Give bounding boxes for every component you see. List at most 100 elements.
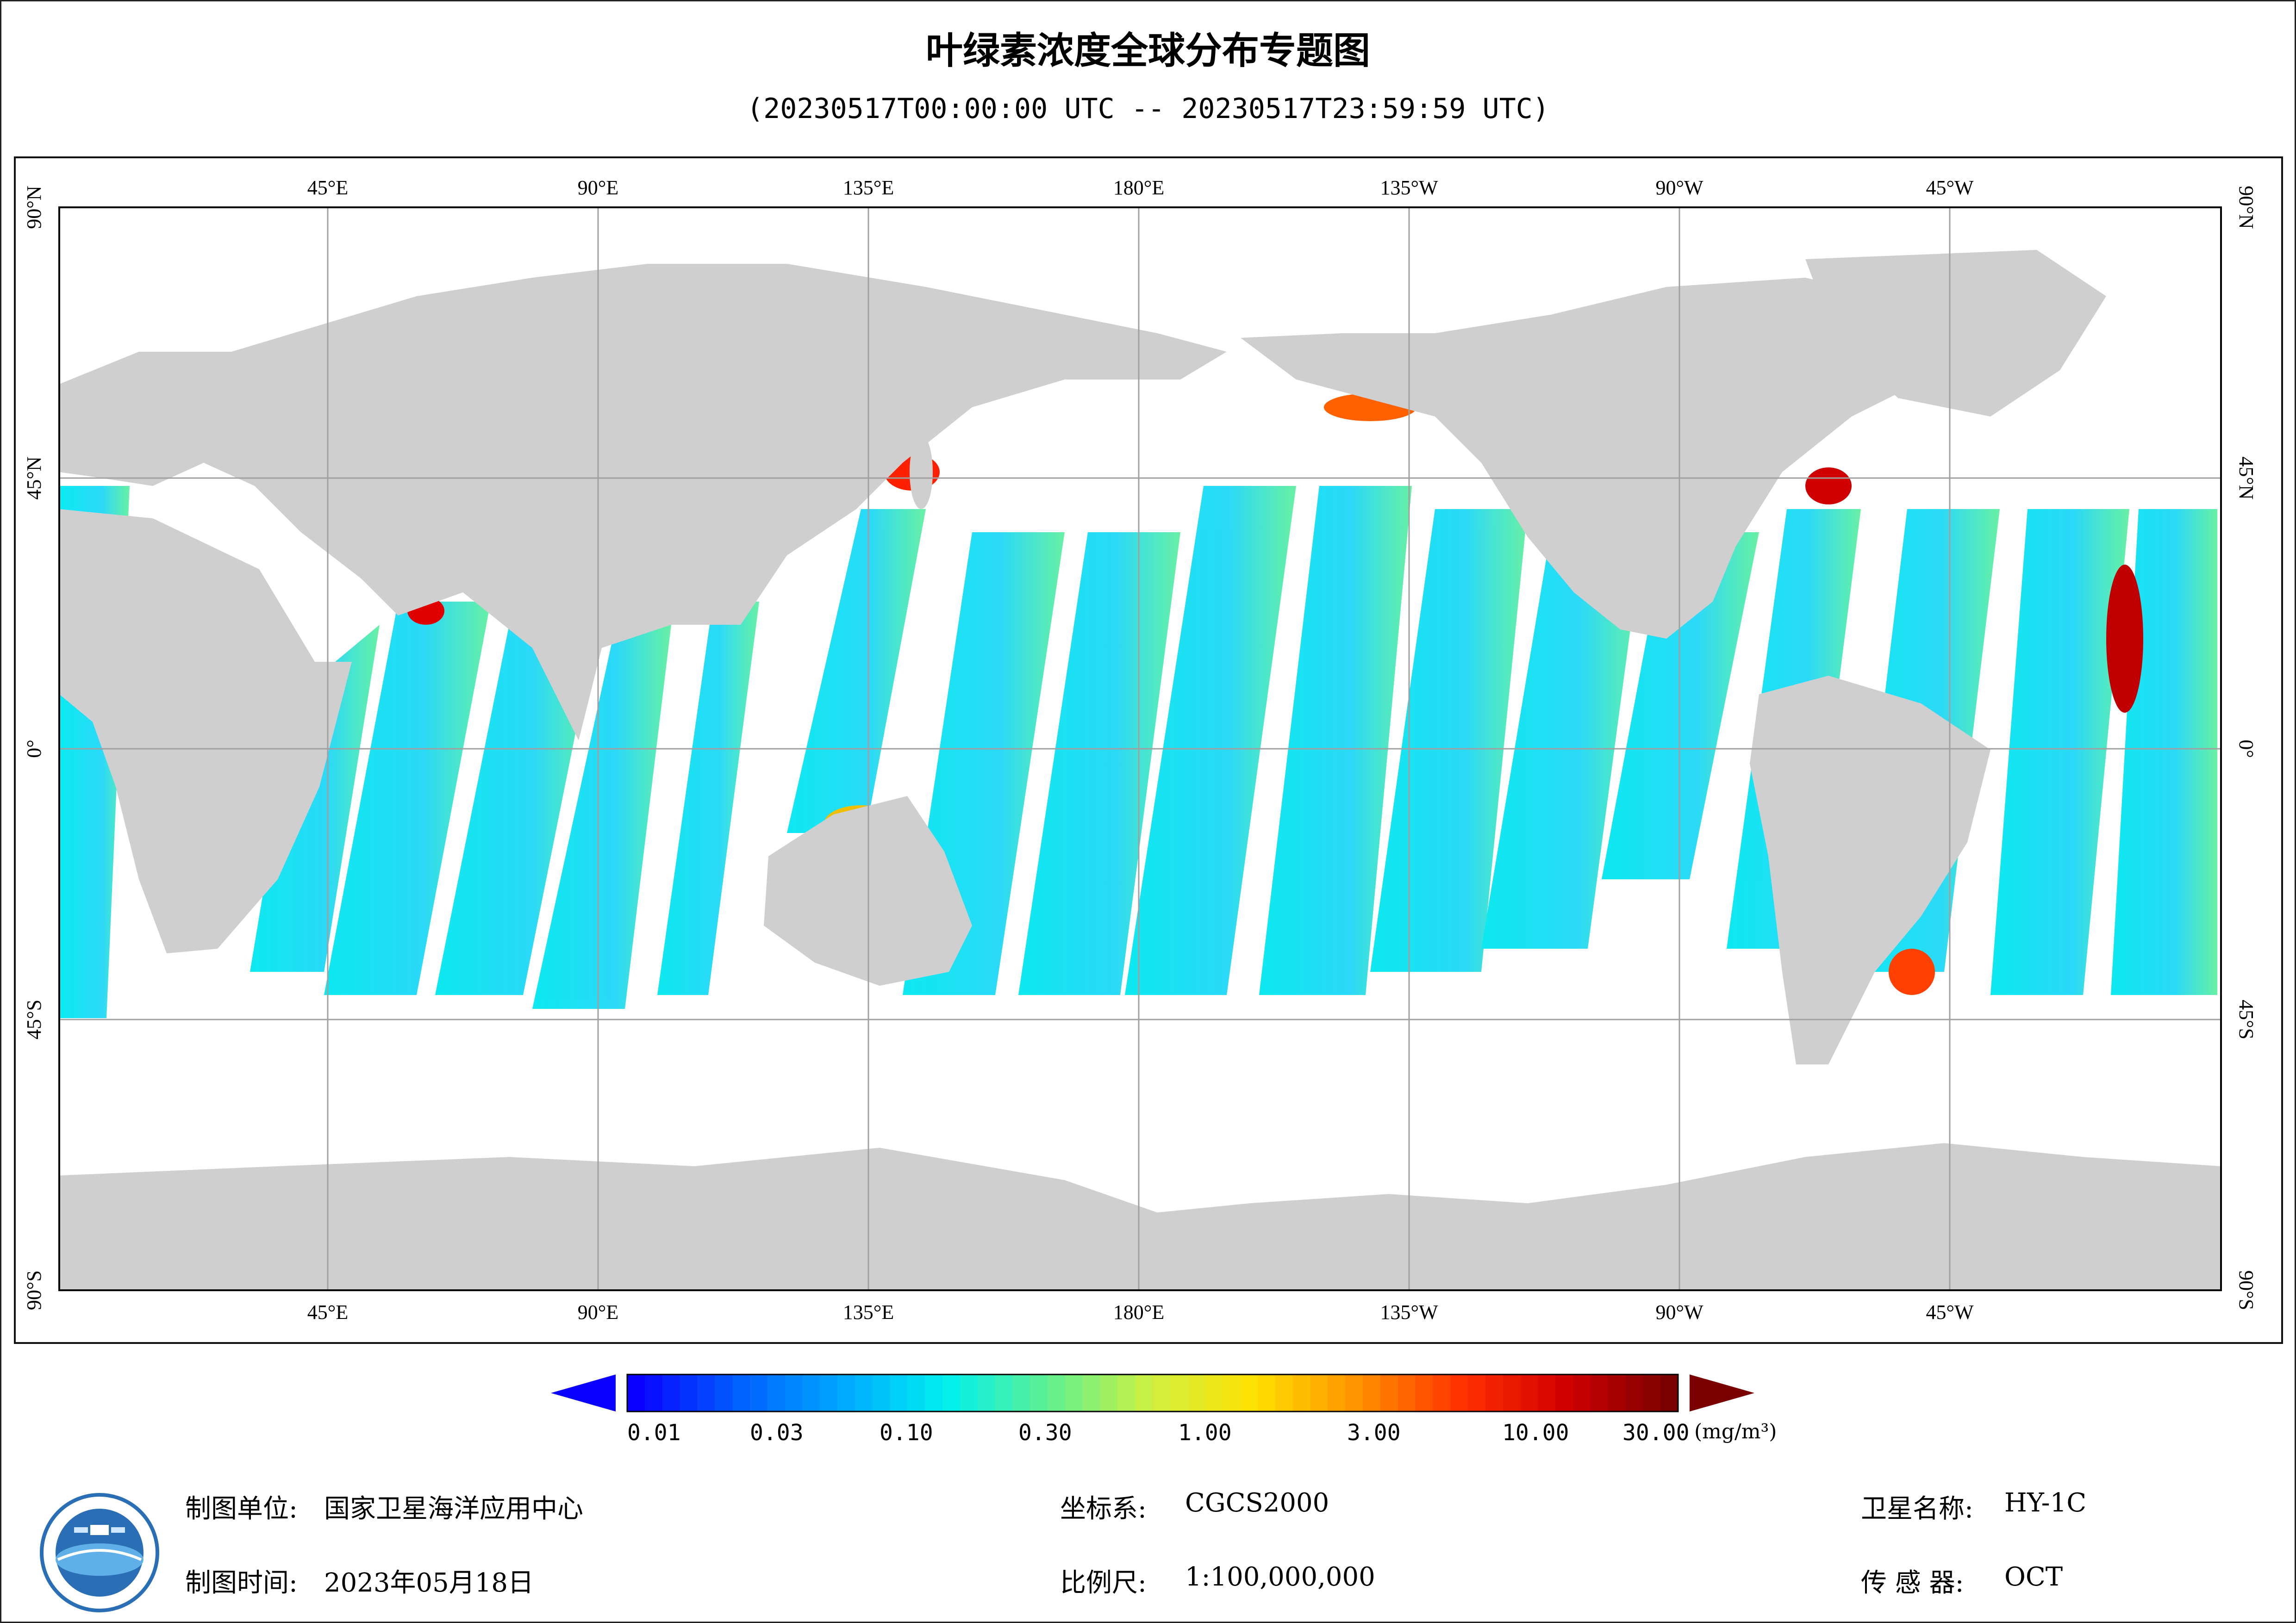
colorbar-cell xyxy=(837,1374,855,1412)
colorbar-cell xyxy=(907,1374,926,1412)
africa-land xyxy=(59,509,352,953)
colorbar-outline xyxy=(626,1374,1679,1412)
colorbar-cell xyxy=(715,1374,733,1412)
colorbar-cell xyxy=(1258,1374,1276,1412)
colorbar-cell xyxy=(785,1374,803,1412)
lon-tick-top: 90°W xyxy=(1655,176,1703,199)
lon-tick-bottom: 45°W xyxy=(1926,1301,1974,1324)
colorbar-cell xyxy=(1503,1374,1521,1412)
colorbar-cell xyxy=(1223,1374,1241,1412)
greenland-land xyxy=(1805,250,2106,417)
lat-tick-right: 45°N xyxy=(2235,456,2258,499)
colorbar-cell xyxy=(942,1374,961,1412)
colorbar-cell xyxy=(1643,1374,1661,1412)
lat-tick-left: 45°S xyxy=(23,1000,45,1039)
colorbar-cell xyxy=(1012,1374,1031,1412)
producer-value: 国家卫星海洋应用中心 xyxy=(324,1494,583,1524)
colorbar-cell xyxy=(1240,1374,1258,1412)
colorbar-cell xyxy=(1082,1374,1101,1412)
production-time-label: 制图时间: xyxy=(185,1568,298,1598)
lon-tick-bottom: 45°E xyxy=(307,1301,348,1324)
antarctica-land xyxy=(59,1143,2221,1290)
colorbar-label: 0.01 xyxy=(627,1420,681,1446)
map-frame xyxy=(14,156,2283,1344)
colorbar-cell xyxy=(820,1374,838,1412)
colorbar-cell xyxy=(1275,1374,1293,1412)
colorbar-cell xyxy=(1555,1374,1573,1412)
lat-tick-right: 45°S xyxy=(2235,1000,2258,1039)
colorbar-cell xyxy=(1328,1374,1346,1412)
colorbar-cell xyxy=(1117,1374,1136,1412)
colorbar-cell xyxy=(1187,1374,1206,1412)
colorbar-label: 0.10 xyxy=(880,1420,933,1446)
sensor-value: OCT xyxy=(2004,1562,2063,1592)
lat-tick-left: 45°N xyxy=(23,456,45,499)
lon-tick-top: 180°E xyxy=(1113,176,1164,199)
sensor-label: 传 感 器: xyxy=(1861,1568,1964,1598)
colorbar-cell xyxy=(767,1374,786,1412)
colorbar-cell xyxy=(1310,1374,1329,1412)
nsoas-logo-icon xyxy=(40,1493,159,1612)
colorbar-cell xyxy=(1520,1374,1539,1412)
colorbar-low-arrow xyxy=(551,1374,616,1412)
lon-tick-top: 135°W xyxy=(1380,176,1438,199)
colorbar-cell xyxy=(644,1374,663,1412)
colorbar-label: 1.00 xyxy=(1178,1420,1232,1446)
producer-label: 制图单位: xyxy=(185,1494,298,1524)
map-data-border xyxy=(58,206,2222,1291)
colorbar-cell xyxy=(995,1374,1013,1412)
colorbar-cell xyxy=(1590,1374,1609,1412)
colorbar-cell xyxy=(1468,1374,1486,1412)
colorbar-label: 10.00 xyxy=(1502,1420,1569,1446)
colorbar-label: 0.03 xyxy=(750,1420,804,1446)
north-america-land xyxy=(1241,278,1944,639)
colorbar-cell xyxy=(1048,1374,1066,1412)
colorbar-cell xyxy=(1625,1374,1644,1412)
colorbar-cell xyxy=(1398,1374,1416,1412)
colorbar-cell xyxy=(1030,1374,1048,1412)
lat-tick-left: 0° xyxy=(23,740,45,758)
colorbar-cell xyxy=(890,1374,908,1412)
colorbar-cell xyxy=(872,1374,891,1412)
colorbar-cell xyxy=(1345,1374,1363,1412)
colorbar-cell xyxy=(1153,1374,1171,1412)
scale-value: 1:100,000,000 xyxy=(1185,1562,1375,1592)
colorbar-cell xyxy=(1608,1374,1626,1412)
colorbar-cell xyxy=(680,1374,698,1412)
colorbar-cell xyxy=(732,1374,750,1412)
left-lat-labels: 90°N 45°N 0° 45°S 90°S xyxy=(23,186,45,1310)
lat-tick-right: 90°N xyxy=(2235,186,2258,229)
satellite-value: HY-1C xyxy=(2004,1488,2087,1518)
colorbar-cell xyxy=(627,1374,645,1412)
colorbar-cells xyxy=(627,1374,1678,1412)
colorbar-cell xyxy=(1292,1374,1311,1412)
colorbar-cell xyxy=(925,1374,943,1412)
lon-tick-bottom: 180°E xyxy=(1113,1301,1164,1324)
land-masses xyxy=(59,250,2221,1290)
colorbar-cell xyxy=(1205,1374,1223,1412)
lon-tick-bottom: 90°E xyxy=(578,1301,618,1324)
colorbar-cell xyxy=(749,1374,768,1412)
bottom-lon-labels: 45°E 90°E 135°E 180°E 135°W 90°W 45°W xyxy=(307,1301,1974,1324)
scale-label: 比例尺: xyxy=(1060,1568,1147,1598)
colorbar-cell xyxy=(1170,1374,1188,1412)
colorbar-cell xyxy=(1380,1374,1398,1412)
colorbar-label: 30.00 xyxy=(1622,1420,1690,1446)
lon-tick-top: 45°W xyxy=(1926,176,1974,199)
lat-tick-right: 90°S xyxy=(2235,1270,2258,1310)
eurasia-land xyxy=(59,264,1227,740)
crs-label: 坐标系: xyxy=(1060,1494,1147,1524)
top-lon-labels: 45°E 90°E 135°E 180°E 135°W 90°W 45°W xyxy=(307,176,1974,199)
colorbar-cell xyxy=(1573,1374,1591,1412)
lon-tick-top: 90°E xyxy=(578,176,618,199)
lon-tick-bottom: 135°E xyxy=(843,1301,894,1324)
colorbar-cell xyxy=(1485,1374,1504,1412)
colorbar-cell xyxy=(855,1374,873,1412)
lon-tick-top: 135°E xyxy=(843,176,894,199)
colorbar-cell xyxy=(1660,1374,1678,1412)
colorbar-cell xyxy=(1135,1374,1153,1412)
lat-tick-left: 90°N xyxy=(23,186,45,229)
lon-tick-bottom: 135°W xyxy=(1380,1301,1438,1324)
crs-value: CGCS2000 xyxy=(1185,1488,1329,1518)
